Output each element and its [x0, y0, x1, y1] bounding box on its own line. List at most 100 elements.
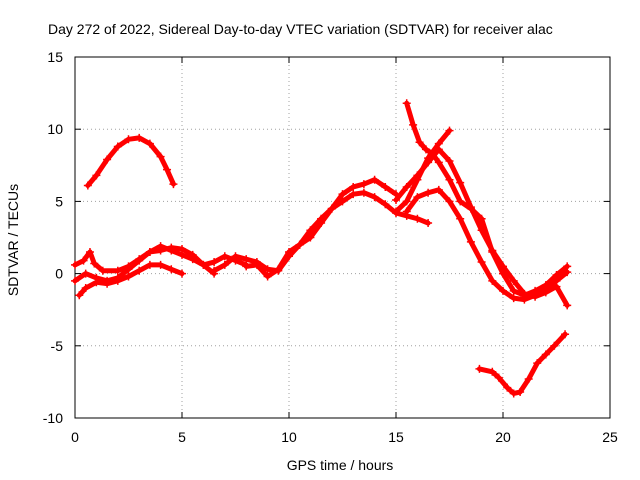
- plot-frame: [74, 56, 611, 419]
- data-point-marker: [531, 292, 540, 301]
- data-point-marker: [520, 289, 529, 298]
- x-tick-label: 20: [495, 429, 511, 445]
- data-point-marker: [445, 197, 454, 206]
- data-point-marker: [424, 154, 433, 163]
- data-point-marker: [488, 246, 497, 255]
- data-point-marker: [370, 175, 379, 184]
- data-point-marker: [295, 240, 304, 249]
- data-point-marker: [188, 250, 197, 259]
- data-point-marker: [359, 188, 368, 197]
- data-point-marker: [103, 279, 112, 288]
- grid-lines: [75, 57, 610, 418]
- data-point-marker: [79, 256, 88, 265]
- data-point-marker: [475, 364, 484, 373]
- data-point-marker: [220, 260, 229, 269]
- axis-ticks: 0 5 10 15 20 25 -10 -5 0 5 10 15: [43, 49, 618, 445]
- data-point-marker: [445, 156, 454, 165]
- data-point-marker: [509, 286, 518, 295]
- data-point-marker: [113, 276, 122, 285]
- series-line: [393, 128, 452, 215]
- data-point-marker: [424, 219, 433, 228]
- data-point-marker: [466, 203, 475, 212]
- data-point-marker: [477, 258, 486, 267]
- data-point-marker: [488, 367, 497, 376]
- data-point-marker: [242, 262, 251, 271]
- data-point-marker: [402, 207, 411, 216]
- data-point-marker: [434, 158, 443, 167]
- data-point-marker: [516, 388, 525, 397]
- data-point-marker: [563, 262, 572, 271]
- data-point-marker: [210, 258, 219, 267]
- x-tick-label: 25: [602, 429, 618, 445]
- data-point-marker: [381, 200, 390, 209]
- data-point-marker: [494, 373, 503, 382]
- data-point-marker: [338, 190, 347, 199]
- data-point-marker: [503, 383, 512, 392]
- data-series: [71, 99, 572, 398]
- data-point-marker: [434, 185, 443, 194]
- data-point-marker: [135, 133, 144, 142]
- data-point-marker: [145, 139, 154, 148]
- data-point-marker: [71, 260, 79, 269]
- data-point-marker: [113, 266, 122, 275]
- data-point-marker: [317, 214, 326, 223]
- data-point-marker: [477, 226, 486, 235]
- data-point-marker: [499, 286, 507, 295]
- data-point-marker: [370, 193, 379, 202]
- data-point-marker: [415, 138, 424, 147]
- x-tick-label: 5: [178, 429, 186, 445]
- data-point-marker: [135, 256, 144, 265]
- data-point-marker: [499, 262, 507, 271]
- y-tick-label: -10: [43, 410, 63, 426]
- data-point-marker: [113, 142, 122, 151]
- data-point-marker: [349, 190, 358, 199]
- data-point-marker: [156, 260, 165, 269]
- data-point-marker: [509, 389, 518, 398]
- data-point-marker: [421, 145, 430, 154]
- data-point-marker: [124, 272, 133, 281]
- data-point-marker: [413, 214, 422, 223]
- data-point-marker: [231, 252, 240, 261]
- data-point-marker: [178, 245, 186, 254]
- data-point-marker: [381, 182, 390, 191]
- data-point-marker: [488, 276, 497, 285]
- data-point-marker: [306, 226, 315, 235]
- data-point-marker: [103, 155, 112, 164]
- data-point-marker: [263, 265, 272, 274]
- data-point-marker: [541, 288, 550, 297]
- y-tick-label: -5: [51, 338, 64, 354]
- data-point-marker: [509, 294, 518, 303]
- y-tick-label: 10: [47, 121, 63, 137]
- data-point-marker: [81, 269, 90, 278]
- y-tick-label: 15: [47, 49, 63, 65]
- data-point-marker: [413, 175, 422, 184]
- series-arc-11: [475, 330, 570, 398]
- data-point-marker: [285, 247, 293, 256]
- data-point-marker: [167, 265, 176, 274]
- data-point-marker: [541, 281, 550, 290]
- data-point-marker: [327, 204, 336, 213]
- data-point-marker: [402, 182, 411, 191]
- data-point-marker: [199, 260, 208, 269]
- data-point-marker: [456, 214, 465, 223]
- series-arc-10: [392, 126, 454, 216]
- data-point-marker: [338, 197, 347, 206]
- series-arc-4: [75, 260, 186, 300]
- data-point-marker: [466, 237, 475, 246]
- data-point-marker: [552, 271, 561, 280]
- data-point-marker: [349, 182, 358, 191]
- data-point-marker: [402, 197, 411, 206]
- series-line: [476, 331, 568, 396]
- data-point-marker: [75, 291, 84, 300]
- data-point-marker: [242, 255, 251, 264]
- chart-title: Day 272 of 2022, Sidereal Day-to-day VTE…: [48, 21, 553, 37]
- data-point-marker: [124, 135, 133, 144]
- data-point-marker: [92, 278, 101, 287]
- data-point-marker: [541, 350, 550, 359]
- series-line: [85, 135, 176, 189]
- data-point-marker: [434, 139, 443, 148]
- y-tick-label: 5: [55, 193, 63, 209]
- data-point-marker: [413, 193, 422, 202]
- data-point-marker: [392, 207, 400, 216]
